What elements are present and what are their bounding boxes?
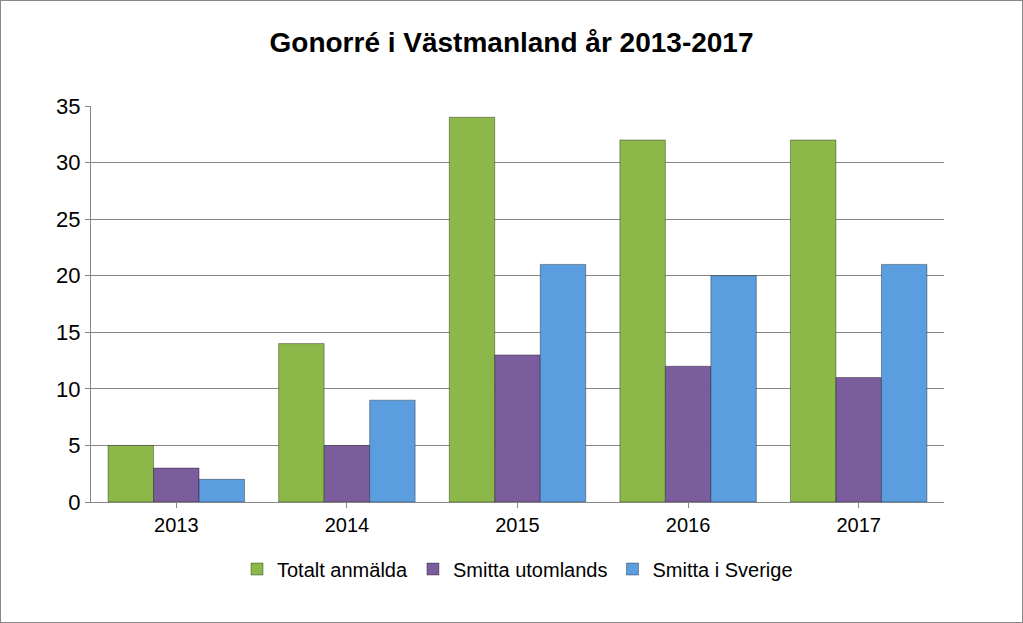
svg-text:2014: 2014 [325, 514, 370, 536]
svg-text:5: 5 [68, 433, 80, 458]
svg-text:15: 15 [56, 320, 80, 345]
svg-text:0: 0 [68, 490, 80, 515]
svg-text:2013: 2013 [154, 514, 199, 536]
svg-text:2016: 2016 [666, 514, 711, 536]
svg-text:20: 20 [56, 263, 80, 288]
svg-text:35: 35 [56, 94, 80, 119]
svg-text:30: 30 [56, 150, 80, 175]
svg-text:Gonorré i Västmanland år 2013-: Gonorré i Västmanland år 2013-2017 [270, 27, 754, 58]
svg-text:10: 10 [56, 377, 80, 402]
svg-text:Smitta utomlands: Smitta utomlands [453, 559, 608, 581]
svg-text:2017: 2017 [836, 514, 881, 536]
svg-text:2015: 2015 [495, 514, 540, 536]
svg-text:Smitta i Sverige: Smitta i Sverige [652, 559, 792, 581]
svg-text:25: 25 [56, 207, 80, 232]
svg-text:Totalt anmälda: Totalt anmälda [277, 559, 408, 581]
